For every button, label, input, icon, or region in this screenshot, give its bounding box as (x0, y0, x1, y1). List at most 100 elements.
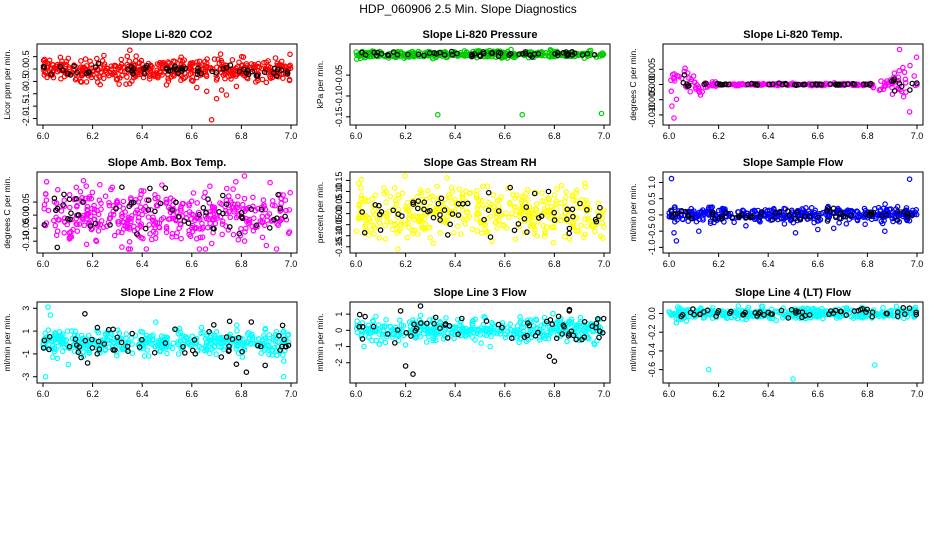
data-point (743, 214, 750, 221)
data-point (111, 62, 118, 69)
data-point (904, 211, 911, 217)
data-point (512, 236, 519, 242)
data-point (131, 223, 137, 230)
data-point (857, 213, 864, 219)
data-point (53, 200, 60, 207)
data-point (836, 220, 842, 226)
x-tick-label: 6.2 (86, 259, 99, 269)
data-point (913, 80, 920, 86)
data-point (361, 343, 367, 350)
data-point (353, 228, 360, 235)
data-point (106, 202, 113, 209)
data-point (220, 218, 226, 225)
data-point (129, 350, 136, 356)
data-point (781, 205, 787, 212)
data-point (220, 72, 227, 78)
data-point (900, 304, 907, 311)
data-point (236, 59, 242, 66)
data-point (61, 203, 68, 210)
data-point (279, 322, 286, 329)
data-point (100, 224, 107, 231)
data-point (125, 66, 131, 73)
data-point (114, 334, 121, 341)
data-point (203, 210, 209, 216)
data-point (166, 60, 172, 67)
data-point (402, 173, 408, 179)
data-point (417, 312, 424, 319)
data-point (709, 209, 716, 216)
data-point (91, 209, 98, 216)
data-point (203, 64, 210, 71)
data-point (74, 221, 80, 228)
data-point (482, 222, 489, 228)
data-point (385, 52, 392, 59)
data-point (906, 305, 913, 312)
data-point (286, 229, 293, 235)
data-point (369, 337, 375, 344)
data-point (356, 311, 363, 318)
data-point (476, 332, 483, 338)
data-point (217, 200, 223, 206)
data-point (195, 65, 201, 72)
data-point (838, 308, 845, 315)
data-point (422, 196, 429, 203)
data-point (94, 350, 101, 357)
data-point (356, 323, 363, 330)
data-point (761, 312, 767, 318)
x-tick-label: 6.6 (812, 131, 825, 141)
data-point (719, 205, 726, 212)
data-point (83, 183, 90, 189)
data-point (850, 213, 857, 219)
data-point (557, 217, 564, 224)
x-tick-label: 6.0 (37, 131, 50, 141)
data-point (368, 227, 374, 233)
data-point (51, 195, 58, 202)
data-point (901, 311, 908, 317)
data-point (455, 212, 462, 218)
data-point (804, 305, 811, 312)
data-point (223, 334, 230, 340)
data-point (126, 203, 133, 210)
data-point (499, 222, 505, 228)
data-point (72, 336, 79, 343)
data-point (110, 211, 117, 218)
data-point (219, 221, 226, 227)
data-point (505, 214, 512, 221)
data-point (430, 197, 437, 204)
x-tick-label: 6.8 (548, 259, 561, 269)
y-tick-label: 1.0 (647, 176, 657, 189)
data-point (598, 51, 604, 58)
data-point (843, 305, 850, 312)
y-tick-label: 0.5 (647, 192, 657, 205)
data-point (124, 223, 131, 230)
data-point (162, 185, 169, 191)
data-point (163, 82, 170, 88)
data-point (456, 186, 463, 192)
data-point (138, 221, 145, 227)
data-point (213, 351, 219, 357)
data-point (275, 191, 282, 198)
x-tick-label: 6.6 (812, 259, 825, 269)
data-point (423, 339, 430, 345)
data-point (105, 326, 112, 333)
data-point (258, 350, 265, 356)
data-point (220, 65, 226, 72)
data-point (907, 62, 913, 69)
data-point (175, 341, 181, 348)
data-point (383, 334, 390, 340)
x-tick-label: 6.4 (136, 131, 149, 141)
series-2-5-min (680, 72, 920, 94)
data-point (230, 231, 237, 238)
data-point (486, 204, 493, 211)
data-point (50, 217, 57, 224)
data-point (376, 220, 383, 226)
data-point (459, 191, 466, 197)
data-point (478, 230, 485, 237)
data-point (208, 240, 215, 247)
data-point (544, 203, 551, 210)
data-point (472, 337, 478, 343)
y-tick-label: 0.15 (334, 172, 344, 190)
data-point (214, 75, 221, 81)
data-point (134, 226, 141, 232)
data-point (408, 333, 414, 339)
